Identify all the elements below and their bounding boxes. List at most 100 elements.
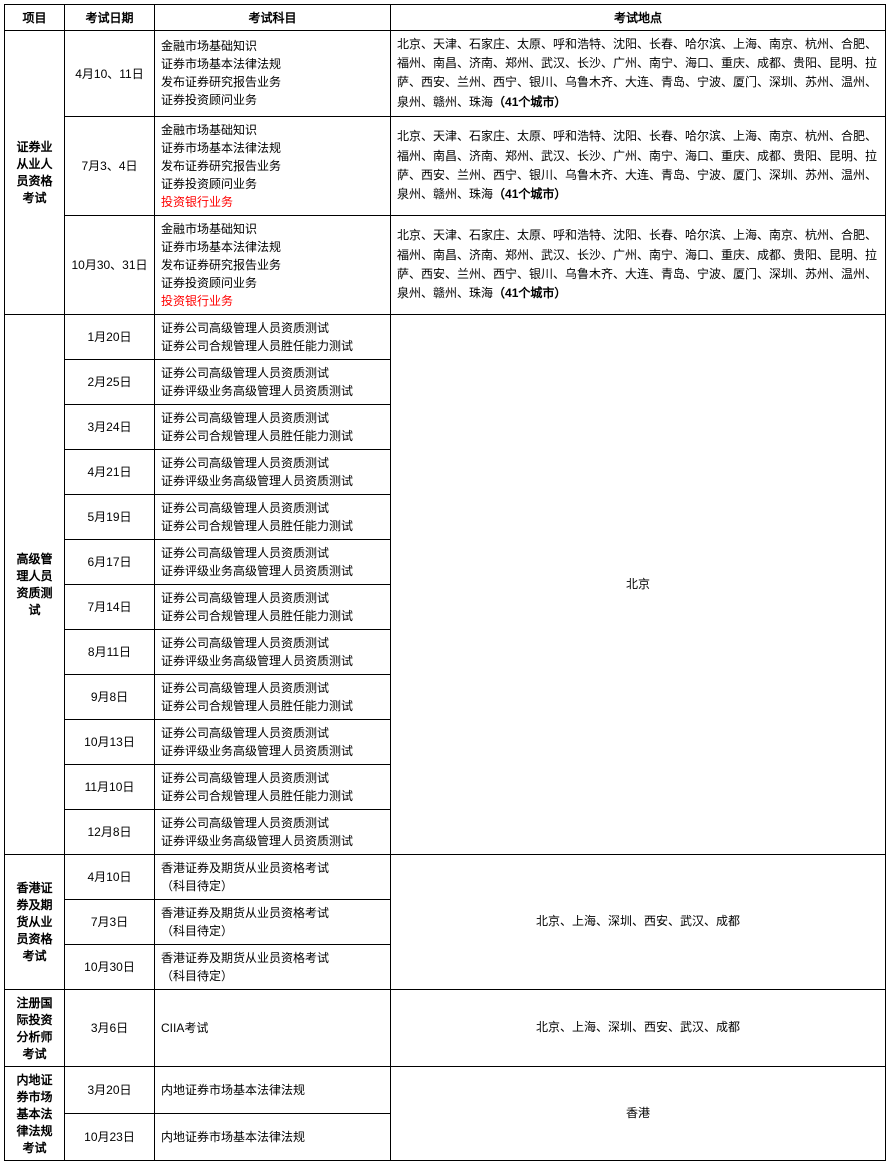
location-cell: 香港 [391,1066,886,1160]
table-row: 高级管理人员资质测试1月20日证券公司高级管理人员资质测试证券公司合规管理人员胜… [5,314,886,359]
table-row: 内地证券市场基本法律法规考试3月20日内地证券市场基本法律法规香港 [5,1066,886,1113]
subject-cell: 证券公司高级管理人员资质测试证券公司合规管理人员胜任能力测试 [155,494,391,539]
subject-cell: 证券公司高级管理人员资质测试证券公司合规管理人员胜任能力测试 [155,674,391,719]
subject-cell: 证券公司高级管理人员资质测试证券评级业务高级管理人员资质测试 [155,539,391,584]
location-cell: 北京、天津、石家庄、太原、呼和浩特、沈阳、长春、哈尔滨、上海、南京、杭州、合肥、… [391,31,886,117]
subject-line: 证券公司高级管理人员资质测试 [161,814,384,832]
date-cell: 2月25日 [65,359,155,404]
subject-cell: 证券公司高级管理人员资质测试证券评级业务高级管理人员资质测试 [155,629,391,674]
date-cell: 6月17日 [65,539,155,584]
subject-line: 证券评级业务高级管理人员资质测试 [161,742,384,760]
subject-line: 证券公司高级管理人员资质测试 [161,544,384,562]
subject-line: 证券市场基本法律法规 [161,238,384,256]
subject-cell: 证券公司高级管理人员资质测试证券公司合规管理人员胜任能力测试 [155,404,391,449]
subject-cell: 金融市场基础知识证券市场基本法律法规发布证券研究报告业务证券投资顾问业务 [155,31,391,117]
project-cell: 香港证券及期货从业员资格考试 [5,854,65,989]
date-cell: 12月8日 [65,809,155,854]
subject-line: 内地证券市场基本法律法规 [161,1081,384,1099]
subject-line: 发布证券研究报告业务 [161,157,384,175]
subject-cell: 金融市场基础知识证券市场基本法律法规发布证券研究报告业务证券投资顾问业务投资银行… [155,116,391,215]
subject-cell: 证券公司高级管理人员资质测试证券公司合规管理人员胜任能力测试 [155,764,391,809]
subject-line: 证券评级业务高级管理人员资质测试 [161,652,384,670]
project-cell: 内地证券市场基本法律法规考试 [5,1066,65,1160]
subject-line: 证券公司高级管理人员资质测试 [161,634,384,652]
exam-schedule-table: 项目 考试日期 考试科目 考试地点 证券业从业人员资格考试4月10、11日金融市… [4,4,886,1161]
subject-cell: 香港证券及期货从业员资格考试（科目待定） [155,854,391,899]
subject-line: 证券公司高级管理人员资质测试 [161,589,384,607]
subject-line: 证券公司高级管理人员资质测试 [161,319,384,337]
subject-cell: 内地证券市场基本法律法规 [155,1113,391,1160]
date-cell: 1月20日 [65,314,155,359]
subject-line: 证券公司合规管理人员胜任能力测试 [161,517,384,535]
header-project: 项目 [5,5,65,31]
subject-line: 证券公司高级管理人员资质测试 [161,499,384,517]
subject-line: （科目待定） [161,877,384,895]
subject-line: 投资银行业务 [161,193,384,211]
table-header-row: 项目 考试日期 考试科目 考试地点 [5,5,886,31]
subject-line: 证券公司高级管理人员资质测试 [161,724,384,742]
subject-line: 证券投资顾问业务 [161,274,384,292]
subject-line: 证券公司合规管理人员胜任能力测试 [161,337,384,355]
subject-line: 证券投资顾问业务 [161,175,384,193]
location-cell: 北京 [391,314,886,854]
location-cell: 北京、上海、深圳、西安、武汉、成都 [391,854,886,989]
subject-cell: 金融市场基础知识证券市场基本法律法规发布证券研究报告业务证券投资顾问业务投资银行… [155,215,391,314]
subject-line: 金融市场基础知识 [161,37,384,55]
subject-line: 证券评级业务高级管理人员资质测试 [161,562,384,580]
subject-line: 证券公司合规管理人员胜任能力测试 [161,697,384,715]
date-cell: 4月10、11日 [65,31,155,117]
date-cell: 7月14日 [65,584,155,629]
subject-line: 证券市场基本法律法规 [161,139,384,157]
project-cell: 证券业从业人员资格考试 [5,31,65,315]
location-text: 北京、天津、石家庄、太原、呼和浩特、沈阳、长春、哈尔滨、上海、南京、杭州、合肥、… [397,228,877,300]
date-cell: 10月30日 [65,944,155,989]
subject-cell: 内地证券市场基本法律法规 [155,1066,391,1113]
subject-line: （科目待定） [161,922,384,940]
project-cell: 注册国际投资分析师考试 [5,989,65,1066]
subject-cell: 证券公司高级管理人员资质测试证券评级业务高级管理人员资质测试 [155,449,391,494]
subject-line: 证券公司合规管理人员胜任能力测试 [161,787,384,805]
location-text: 北京、天津、石家庄、太原、呼和浩特、沈阳、长春、哈尔滨、上海、南京、杭州、合肥、… [397,129,877,201]
subject-line: 证券投资顾问业务 [161,91,384,109]
subject-cell: 证券公司高级管理人员资质测试证券公司合规管理人员胜任能力测试 [155,584,391,629]
subject-line: 证券公司高级管理人员资质测试 [161,769,384,787]
subject-line: 金融市场基础知识 [161,121,384,139]
date-cell: 4月10日 [65,854,155,899]
table-row: 证券业从业人员资格考试4月10、11日金融市场基础知识证券市场基本法律法规发布证… [5,31,886,117]
date-cell: 3月24日 [65,404,155,449]
subject-line: 证券公司合规管理人员胜任能力测试 [161,427,384,445]
date-cell: 10月13日 [65,719,155,764]
date-cell: 5月19日 [65,494,155,539]
subject-cell: 证券公司高级管理人员资质测试证券公司合规管理人员胜任能力测试 [155,314,391,359]
location-cell: 北京、上海、深圳、西安、武汉、成都 [391,989,886,1066]
subject-line: 香港证券及期货从业员资格考试 [161,949,384,967]
location-cell: 北京、天津、石家庄、太原、呼和浩特、沈阳、长春、哈尔滨、上海、南京、杭州、合肥、… [391,215,886,314]
date-cell: 4月21日 [65,449,155,494]
subject-line: CIIA考试 [161,1019,384,1037]
subject-line: 证券评级业务高级管理人员资质测试 [161,472,384,490]
date-cell: 8月11日 [65,629,155,674]
date-cell: 11月10日 [65,764,155,809]
date-cell: 9月8日 [65,674,155,719]
subject-line: 金融市场基础知识 [161,220,384,238]
subject-line: 证券公司高级管理人员资质测试 [161,454,384,472]
table-row: 香港证券及期货从业员资格考试4月10日香港证券及期货从业员资格考试（科目待定）北… [5,854,886,899]
subject-cell: 香港证券及期货从业员资格考试（科目待定） [155,899,391,944]
subject-line: 证券公司高级管理人员资质测试 [161,409,384,427]
subject-line: 证券评级业务高级管理人员资质测试 [161,832,384,850]
project-cell: 高级管理人员资质测试 [5,314,65,854]
subject-line: 香港证券及期货从业员资格考试 [161,904,384,922]
subject-line: 证券评级业务高级管理人员资质测试 [161,382,384,400]
header-subject: 考试科目 [155,5,391,31]
date-cell: 10月23日 [65,1113,155,1160]
date-cell: 3月20日 [65,1066,155,1113]
subject-line: 香港证券及期货从业员资格考试 [161,859,384,877]
subject-cell: 证券公司高级管理人员资质测试证券评级业务高级管理人员资质测试 [155,359,391,404]
subject-line: 投资银行业务 [161,292,384,310]
location-cell: 北京、天津、石家庄、太原、呼和浩特、沈阳、长春、哈尔滨、上海、南京、杭州、合肥、… [391,116,886,215]
header-location: 考试地点 [391,5,886,31]
location-text: 北京、天津、石家庄、太原、呼和浩特、沈阳、长春、哈尔滨、上海、南京、杭州、合肥、… [397,37,877,109]
subject-line: 发布证券研究报告业务 [161,73,384,91]
table-row: 注册国际投资分析师考试3月6日CIIA考试北京、上海、深圳、西安、武汉、成都 [5,989,886,1066]
subject-cell: 香港证券及期货从业员资格考试（科目待定） [155,944,391,989]
